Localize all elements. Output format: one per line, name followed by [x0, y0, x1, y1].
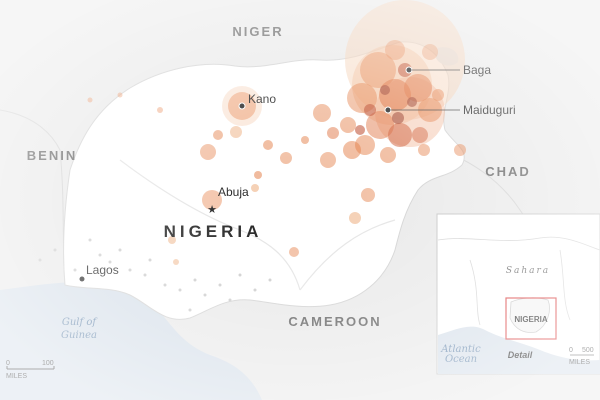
- incident-bubble: [254, 171, 262, 179]
- incident-bubble: [87, 97, 93, 103]
- incident-bubble: [117, 92, 123, 98]
- incident-bubble: [213, 130, 223, 140]
- label-gulf-line1: Gulf of: [62, 317, 99, 328]
- label-nigeria: NIGERIA: [164, 222, 263, 241]
- incident-bubble: [364, 104, 376, 116]
- incident-bubble: [380, 147, 396, 163]
- incident-bubble: [280, 152, 292, 164]
- label-lagos: Lagos: [86, 263, 119, 277]
- incident-bubble: [418, 144, 430, 156]
- incident-bubble: [327, 127, 339, 139]
- scale-unit: MILES: [6, 373, 27, 380]
- label-gulf-line2: Guinea: [61, 330, 97, 341]
- incident-bubble: [157, 107, 163, 113]
- lagos-marker: [79, 276, 85, 282]
- incident-bubble: [404, 74, 432, 102]
- abuja-star-icon: ★: [207, 204, 217, 216]
- label-maiduguri: Maiduguri: [463, 103, 516, 117]
- label-benin: BENIN: [27, 148, 77, 163]
- scale-hundred: 100: [42, 360, 54, 367]
- incident-bubble: [289, 247, 299, 257]
- incident-bubble: [173, 259, 179, 265]
- baga-marker: [405, 66, 413, 74]
- incident-bubble: [200, 144, 216, 160]
- incident-bubble: [343, 141, 361, 159]
- inset-detail-label: Detail: [508, 350, 533, 360]
- incident-bubble: [407, 97, 417, 107]
- inset-scale-unit: MILES: [569, 359, 590, 366]
- incident-bubble: [301, 136, 309, 144]
- label-chad: CHAD: [485, 164, 531, 179]
- label-kano: Kano: [248, 92, 276, 106]
- incident-bubble: [320, 152, 336, 168]
- incident-bubble: [230, 126, 242, 138]
- incident-bubble: [313, 104, 331, 122]
- inset-label-sahara: Sahara: [506, 266, 550, 276]
- incident-bubble: [349, 212, 361, 224]
- kano-marker: [238, 102, 246, 110]
- incident-bubble: [263, 140, 273, 150]
- scale-zero: 0: [6, 360, 10, 367]
- label-baga: Baga: [463, 63, 491, 77]
- label-niger: NIGER: [232, 24, 283, 39]
- incident-bubble: [454, 144, 466, 156]
- incident-bubble: [422, 44, 438, 60]
- inset-map: NIGERIA Sahara Atlantic Ocean Detail 0 5…: [436, 213, 600, 375]
- incident-bubble: [251, 184, 259, 192]
- incident-bubble: [432, 89, 444, 101]
- incident-bubble: [361, 188, 375, 202]
- inset-scale-500: 500: [582, 347, 594, 354]
- incident-bubble: [380, 85, 390, 95]
- inset-ocean-line2: Ocean: [445, 354, 477, 365]
- label-abuja: Abuja: [218, 185, 249, 199]
- incident-bubble: [412, 127, 428, 143]
- maiduguri-marker: [384, 106, 392, 114]
- incident-bubble: [388, 123, 412, 147]
- incident-bubble: [340, 117, 356, 133]
- label-cameroon: CAMEROON: [288, 314, 381, 329]
- inset-scale-zero: 0: [569, 347, 573, 354]
- inset-label-nigeria: NIGERIA: [514, 315, 548, 324]
- incident-bubble: [355, 125, 365, 135]
- incident-bubble: [385, 40, 405, 60]
- incident-bubble: [392, 112, 404, 124]
